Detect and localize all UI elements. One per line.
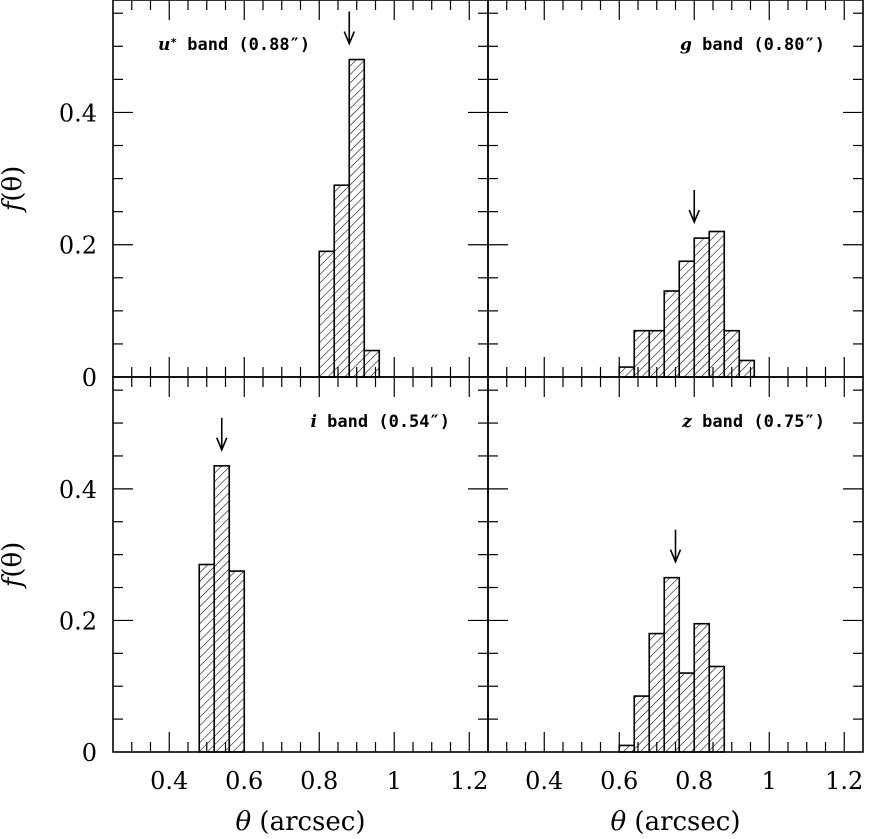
median-arrow (688, 190, 700, 225)
band-label: z band (0.75″) (681, 412, 825, 432)
histogram-bar (708, 230, 726, 378)
histogram-bar (663, 576, 681, 753)
x-tick-label: 1 (387, 767, 402, 795)
x-tick-label: 1.2 (450, 767, 488, 795)
x-tick-label: 1.2 (825, 767, 863, 795)
y-axis-label-rest: (θ) (0, 166, 28, 202)
band-letter: u (158, 35, 170, 55)
y-axis-label: f(θ) (0, 542, 28, 590)
median-arrow (216, 417, 228, 452)
panel-top-right: g band (0.80″) (487, 0, 864, 378)
x-axis-label: θ (arcsec) (236, 807, 366, 837)
histogram-bar (228, 570, 246, 753)
histogram-bar (348, 58, 366, 378)
x-axis-label: θ (arcsec) (611, 807, 741, 837)
histogram-bar (633, 329, 651, 378)
histogram-bar (693, 237, 711, 378)
band-label-rest: band (0.75″) (692, 412, 825, 432)
panel-bottom-right: z band (0.75″) (487, 376, 864, 753)
x-tick-label: 0.4 (150, 767, 188, 795)
histogram-bar (633, 695, 651, 753)
x-tick-label: 0.6 (225, 767, 263, 795)
y-tick-label: 0 (82, 364, 97, 392)
panel-frame (112, 0, 489, 378)
x-axis-label-rest: (arcsec) (251, 807, 365, 837)
panel-frame (487, 376, 864, 753)
y-axis-label-rest: (θ) (0, 542, 28, 578)
x-axis-label-theta: θ (236, 807, 252, 837)
band-label-rest: band (0.88″) (177, 35, 310, 55)
band-label: u* band (0.88″) (158, 35, 310, 55)
histogram-bar (738, 359, 756, 378)
histogram-bar (618, 366, 636, 378)
x-tick-label: 0.8 (675, 767, 713, 795)
median-arrow (669, 529, 682, 564)
x-axis-label-theta: θ (611, 807, 627, 837)
band-label: i band (0.54″) (310, 412, 450, 432)
x-tick-label: 0.6 (600, 767, 638, 795)
y-axis-label: f(θ) (0, 166, 28, 214)
histogram-bar (363, 349, 381, 378)
band-superscript: * (170, 36, 177, 49)
histogram-bar (318, 250, 336, 378)
histogram-bar (618, 744, 636, 753)
band-letter: i (310, 412, 316, 432)
axis-labels: 0 0.2 0.4 f(θ) 0 0.2 0.4 f(θ) 0.4 0.6 0.8 1 1.2 θ (ar… (0, 99, 863, 837)
x-axis-label-rest: (arcsec) (626, 807, 740, 837)
histogram-bar (678, 260, 696, 378)
histogram-bar (693, 622, 711, 753)
x-tick-label: 0.8 (300, 767, 338, 795)
band-letter: g (680, 35, 692, 55)
x-tick-label: 1 (762, 767, 777, 795)
histogram-bar (648, 632, 666, 753)
y-tick-label: 0 (82, 739, 97, 767)
y-tick-label: 0.4 (59, 99, 97, 127)
y-tick-label: 0.4 (59, 476, 97, 504)
median-arrow (343, 11, 355, 46)
band-label-rest: band (0.80″) (692, 35, 825, 55)
histogram-bar (663, 290, 681, 378)
x-tick-label: 0.4 (525, 767, 563, 795)
histogram-bar (333, 184, 351, 378)
y-tick-label: 0.2 (59, 607, 97, 635)
panel-frame (112, 376, 489, 753)
band-label: g band (0.80″) (680, 35, 825, 55)
band-letter: z (681, 412, 692, 432)
histogram-bar (678, 672, 696, 753)
y-tick-label: 0.2 (59, 232, 97, 260)
panels: u* band (0.88″) g band (0.80″) i band (0.5… (112, 0, 864, 753)
histogram-bar (198, 563, 216, 753)
band-label-rest: band (0.54″) (317, 412, 450, 432)
panel-bottom-left: i band (0.54″) (112, 376, 489, 753)
histogram-bar (213, 465, 231, 753)
histogram-bar (708, 665, 726, 753)
panel-top-left: u* band (0.88″) (112, 0, 489, 378)
